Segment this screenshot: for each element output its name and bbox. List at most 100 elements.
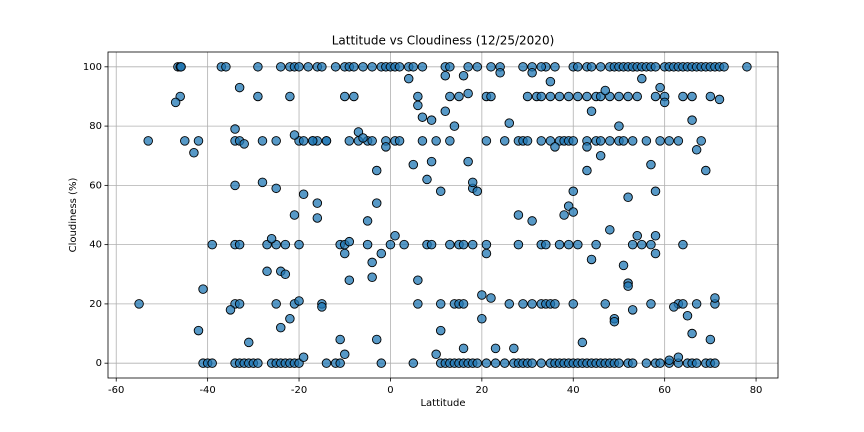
- data-point: [463, 156, 473, 167]
- data-point: [454, 91, 464, 102]
- data-point: [435, 186, 446, 197]
- y-tick-label: 100: [83, 62, 102, 73]
- data-point: [595, 150, 606, 161]
- data-point: [335, 358, 345, 368]
- data-point: [710, 293, 720, 303]
- data-point: [481, 248, 492, 259]
- data-point: [298, 352, 309, 363]
- data-point: [344, 136, 355, 146]
- data-point: [426, 156, 437, 167]
- data-point: [655, 136, 665, 146]
- data-point: [705, 91, 716, 102]
- data-point: [687, 328, 697, 339]
- data-point: [664, 355, 674, 365]
- data-point: [481, 239, 492, 250]
- data-point: [545, 91, 556, 102]
- data-point: [687, 115, 697, 125]
- data-point: [253, 91, 263, 102]
- data-point: [623, 281, 633, 291]
- data-point: [307, 136, 318, 146]
- data-point: [198, 284, 208, 294]
- data-point: [477, 313, 487, 324]
- data-point: [463, 88, 473, 99]
- data-point: [276, 62, 286, 72]
- data-point: [513, 210, 524, 220]
- data-point: [554, 91, 565, 102]
- data-point: [513, 239, 524, 250]
- data-point: [143, 136, 153, 146]
- data-point: [298, 136, 309, 146]
- data-point: [312, 213, 323, 223]
- data-point: [134, 299, 144, 309]
- data-point: [504, 118, 515, 128]
- data-point: [403, 73, 414, 84]
- data-point: [417, 112, 428, 122]
- data-point: [509, 343, 519, 354]
- data-point: [669, 302, 679, 312]
- data-point: [627, 136, 638, 146]
- y-axis-label: Cloudiness (%): [68, 178, 79, 253]
- data-point: [253, 62, 263, 72]
- y-tick-label: 80: [89, 121, 102, 132]
- data-point: [257, 136, 268, 146]
- data-point: [650, 62, 661, 72]
- data-point: [664, 136, 674, 146]
- data-point: [563, 239, 574, 250]
- data-point: [632, 230, 642, 241]
- data-point: [422, 174, 432, 185]
- data-point: [193, 325, 204, 336]
- data-point: [632, 91, 642, 102]
- data-point: [568, 186, 579, 197]
- data-point: [568, 299, 579, 309]
- data-point: [358, 62, 368, 72]
- data-point: [280, 239, 291, 250]
- data-point: [527, 216, 537, 226]
- data-point: [536, 62, 547, 72]
- data-point: [371, 165, 382, 176]
- data-point: [568, 207, 579, 217]
- data-point: [257, 177, 268, 188]
- chart-title: Lattitude vs Cloudiness (12/25/2020): [332, 34, 555, 48]
- data-point: [527, 67, 537, 78]
- data-point: [285, 313, 295, 324]
- data-point: [646, 239, 656, 250]
- data-point: [623, 192, 633, 202]
- data-point: [362, 239, 373, 250]
- data-point: [294, 62, 304, 72]
- data-point: [486, 91, 496, 102]
- data-point: [294, 296, 304, 306]
- data-point: [641, 358, 652, 368]
- data-point: [595, 136, 606, 146]
- x-axis-label: Lattitude: [420, 398, 465, 409]
- data-point: [714, 94, 725, 105]
- data-point: [349, 91, 359, 102]
- data-point: [413, 275, 423, 285]
- data-point: [701, 165, 711, 176]
- plot-frame: [107, 51, 779, 379]
- data-point: [573, 239, 583, 250]
- data-point: [618, 260, 629, 271]
- data-point: [230, 124, 240, 134]
- data-point: [568, 136, 579, 146]
- data-point: [376, 248, 387, 259]
- data-point: [637, 239, 647, 250]
- data-point: [312, 198, 323, 208]
- data-point: [486, 62, 496, 72]
- data-point: [605, 136, 615, 146]
- data-point: [385, 239, 396, 250]
- data-point: [472, 358, 483, 368]
- data-point: [623, 91, 633, 102]
- data-point: [376, 358, 387, 368]
- data-point: [573, 91, 583, 102]
- data-point: [536, 136, 547, 146]
- data-point: [317, 302, 327, 312]
- data-point: [417, 136, 428, 146]
- data-point: [641, 136, 652, 146]
- data-point: [435, 325, 446, 336]
- data-point: [563, 91, 574, 102]
- data-point: [330, 62, 341, 72]
- data-point: [298, 189, 309, 200]
- data-point: [271, 136, 281, 146]
- data-point: [371, 198, 382, 208]
